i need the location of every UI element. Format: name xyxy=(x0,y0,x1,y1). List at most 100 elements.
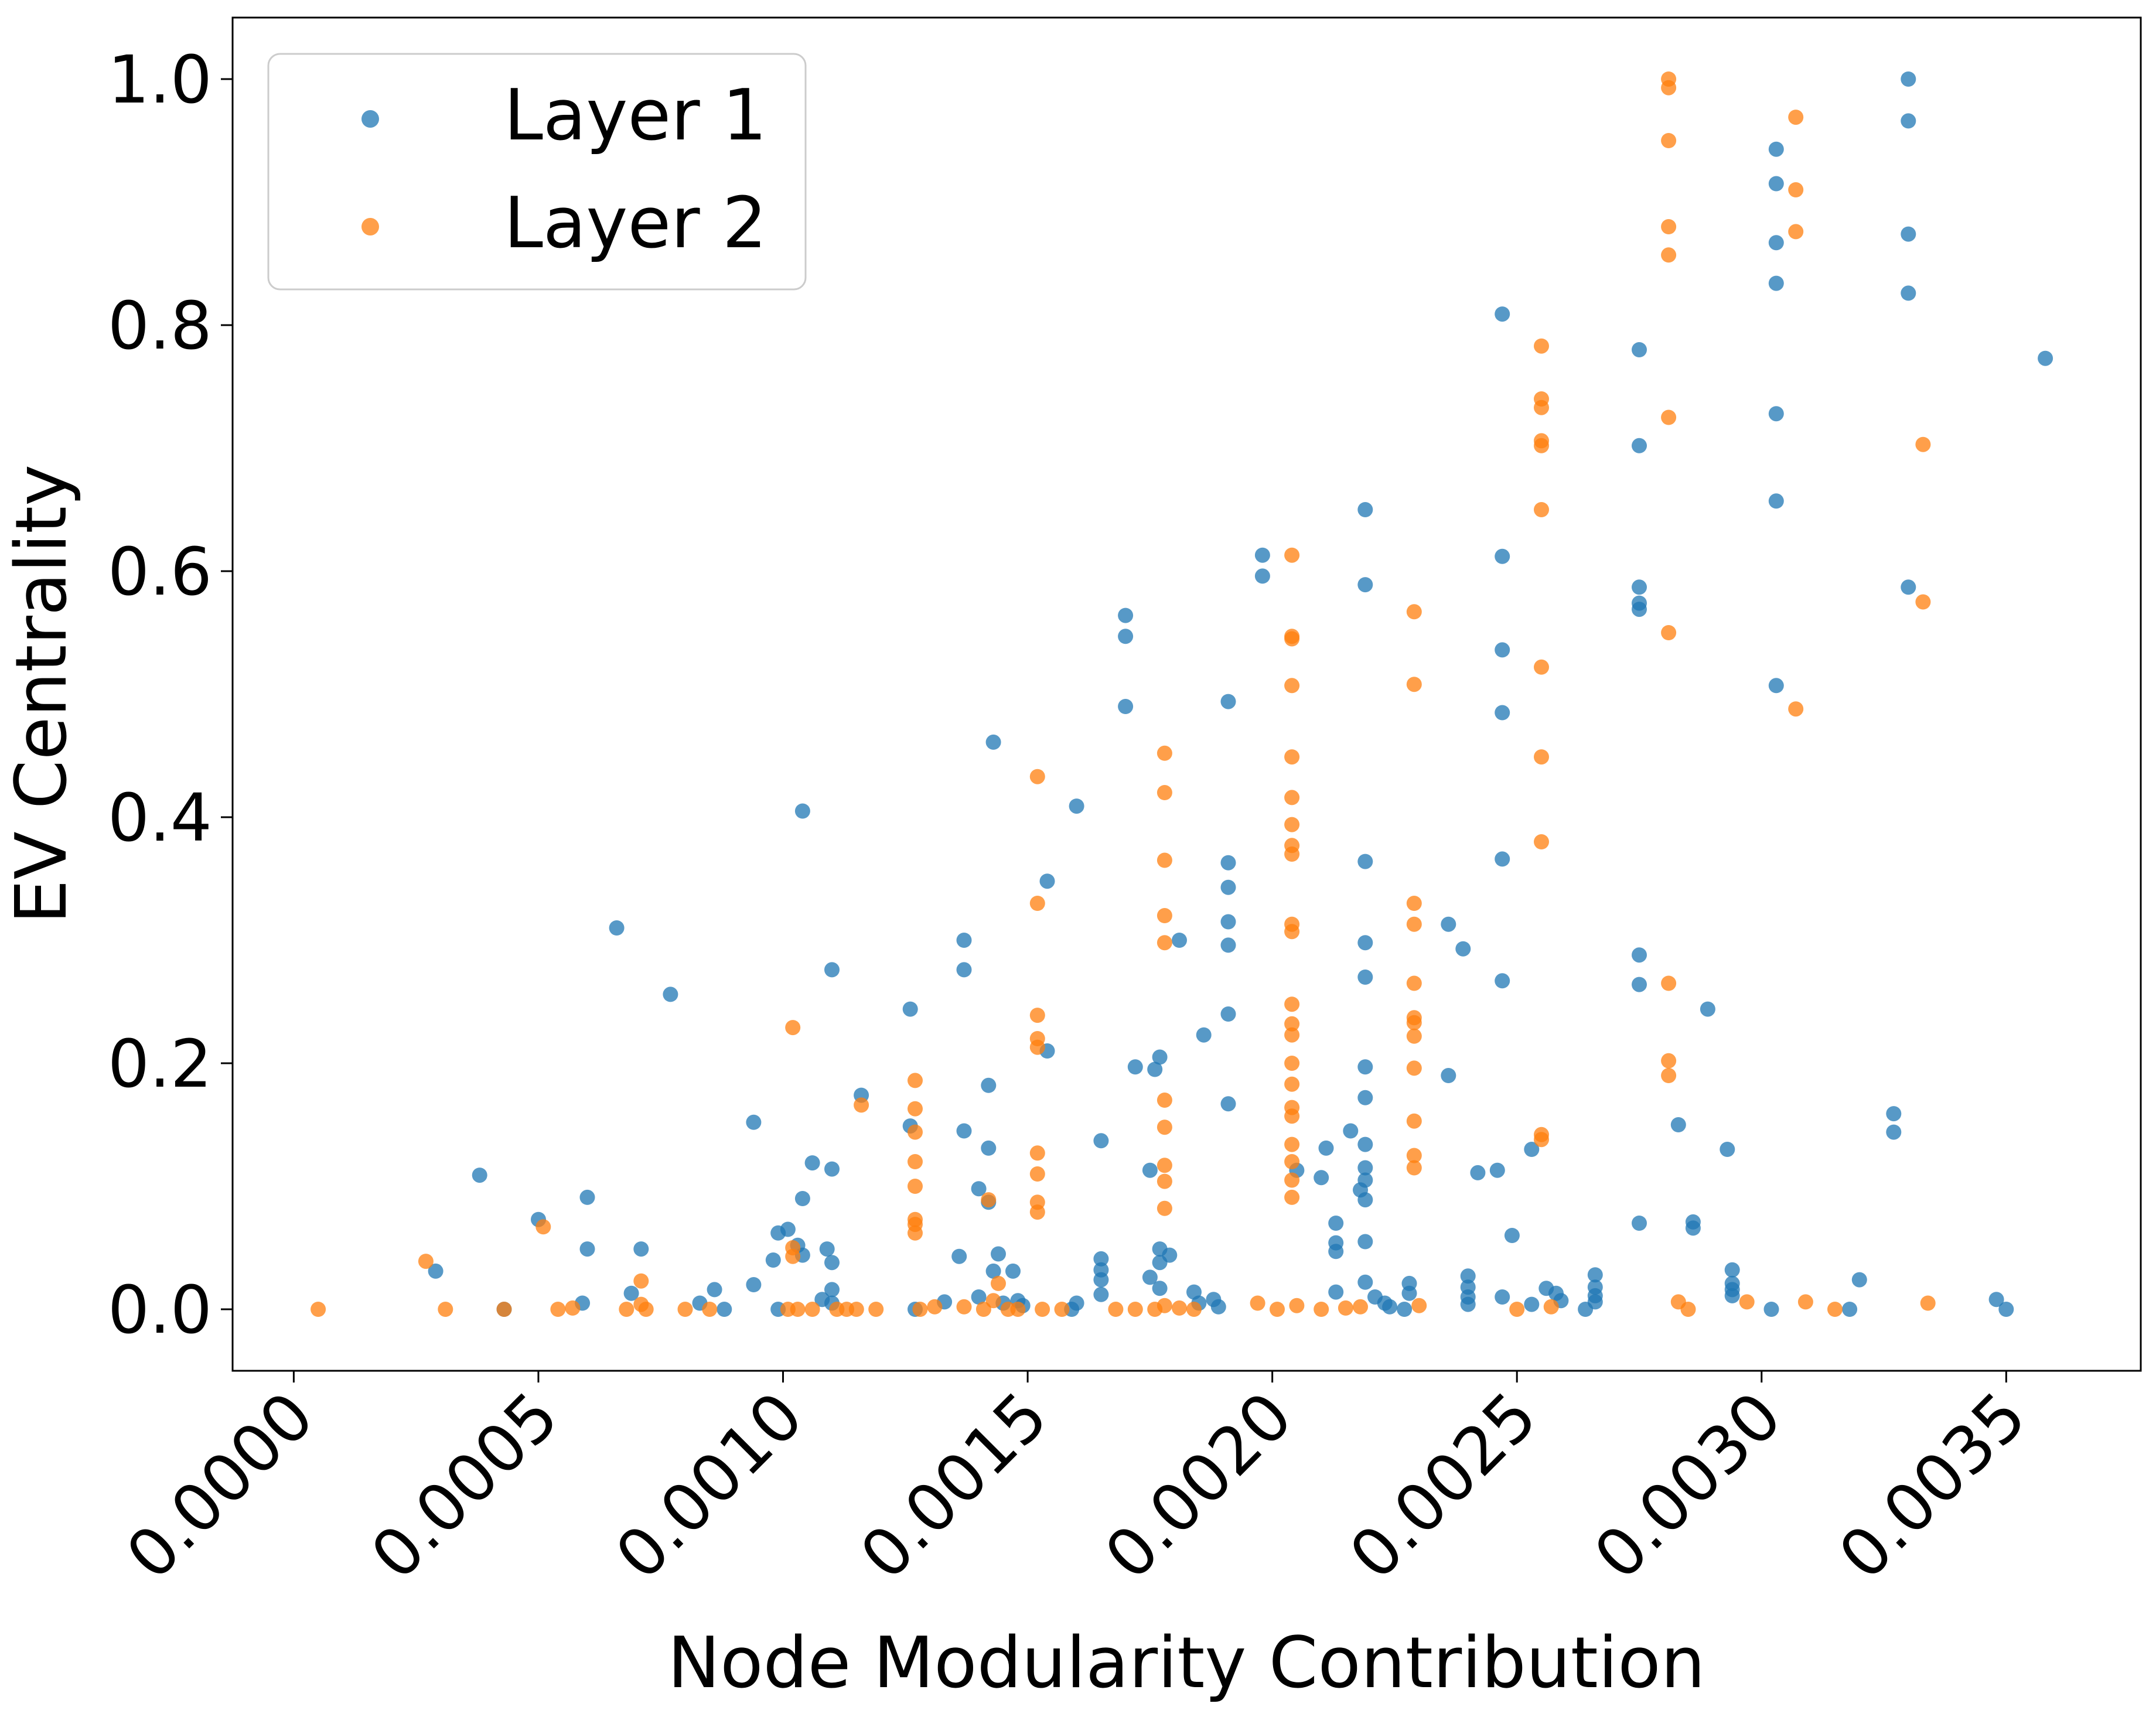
data-point xyxy=(902,1001,918,1017)
data-point xyxy=(1284,1016,1300,1032)
data-point xyxy=(1284,678,1300,694)
data-point xyxy=(785,1248,801,1264)
data-point xyxy=(1632,947,1647,963)
data-point xyxy=(1495,1289,1510,1305)
data-point xyxy=(1284,1108,1300,1124)
data-point xyxy=(1318,1140,1334,1156)
data-point xyxy=(1670,1117,1686,1132)
data-point xyxy=(824,1282,840,1298)
data-point xyxy=(1763,1302,1779,1317)
data-point xyxy=(1524,1296,1540,1312)
legend-label-layer-2: Layer 2 xyxy=(504,183,767,264)
data-point xyxy=(1127,1059,1143,1075)
data-point xyxy=(550,1302,566,1317)
legend-marker-layer-2 xyxy=(361,218,379,235)
data-point xyxy=(1915,436,1931,452)
data-point xyxy=(1284,547,1300,563)
data-point xyxy=(1186,1302,1202,1317)
data-point xyxy=(1284,1136,1300,1152)
data-point xyxy=(1998,1302,2014,1317)
data-point xyxy=(1142,1162,1158,1178)
data-point xyxy=(1661,80,1677,95)
data-point xyxy=(1406,916,1422,932)
data-point xyxy=(1157,1158,1172,1173)
data-point xyxy=(1196,1027,1212,1043)
data-point xyxy=(1357,1172,1373,1188)
data-point xyxy=(824,1161,840,1177)
data-point xyxy=(707,1282,722,1298)
data-point xyxy=(1220,694,1236,709)
data-point xyxy=(956,1123,972,1139)
data-point xyxy=(1029,1039,1045,1055)
data-point xyxy=(1534,338,1549,354)
data-point xyxy=(1382,1299,1398,1315)
data-point xyxy=(1534,659,1549,675)
data-point xyxy=(1172,1300,1187,1316)
data-point xyxy=(1357,1160,1373,1176)
data-point xyxy=(908,1179,923,1194)
data-point xyxy=(1338,1300,1353,1316)
data-point xyxy=(1768,678,1784,694)
data-point xyxy=(985,734,1001,750)
data-point xyxy=(1441,916,1456,932)
data-point xyxy=(1401,1285,1417,1301)
data-point xyxy=(1142,1269,1158,1285)
data-point xyxy=(1314,1302,1329,1317)
data-point xyxy=(956,962,972,978)
data-point xyxy=(1343,1123,1359,1139)
data-point xyxy=(1661,1053,1677,1069)
data-point xyxy=(702,1302,718,1317)
data-point xyxy=(1254,547,1270,563)
data-point xyxy=(1534,400,1549,415)
data-point xyxy=(1147,1061,1163,1077)
data-point xyxy=(1661,247,1677,263)
data-point xyxy=(1157,745,1172,761)
data-point xyxy=(1920,1295,1936,1311)
data-point xyxy=(1284,749,1300,765)
data-point xyxy=(1357,1274,1373,1290)
data-point xyxy=(1901,226,1916,242)
data-point xyxy=(633,1241,649,1257)
data-point xyxy=(1901,113,1916,129)
data-point xyxy=(912,1302,928,1317)
data-point xyxy=(1768,493,1784,509)
data-point xyxy=(1220,879,1236,895)
data-point xyxy=(1504,1228,1520,1243)
data-point xyxy=(1632,342,1647,357)
data-point xyxy=(1157,1173,1172,1189)
data-point xyxy=(1093,1133,1109,1149)
data-point xyxy=(780,1221,796,1237)
data-point xyxy=(1029,1166,1045,1182)
data-point xyxy=(1029,896,1045,911)
data-point xyxy=(496,1302,512,1317)
data-point xyxy=(1406,1028,1422,1044)
data-point xyxy=(1254,568,1270,584)
data-point xyxy=(785,1020,801,1036)
data-point xyxy=(908,1154,923,1169)
data-point xyxy=(1768,141,1784,157)
y-tick-label: 0.2 xyxy=(108,1026,212,1102)
data-point xyxy=(579,1189,595,1205)
data-point xyxy=(1788,182,1804,197)
data-point xyxy=(1495,973,1510,989)
data-point xyxy=(1661,409,1677,425)
data-point xyxy=(1270,1302,1285,1317)
data-point xyxy=(1357,1136,1373,1152)
data-point xyxy=(1534,438,1549,453)
data-point xyxy=(1284,1189,1300,1205)
data-point xyxy=(1157,1298,1172,1313)
data-point xyxy=(1406,1060,1422,1076)
data-point xyxy=(1289,1298,1305,1313)
data-point xyxy=(579,1241,595,1257)
data-point xyxy=(1328,1216,1344,1231)
data-point xyxy=(1157,1093,1172,1108)
data-point xyxy=(619,1302,634,1317)
data-point xyxy=(1700,1001,1715,1017)
data-point xyxy=(765,1252,781,1268)
data-point xyxy=(1010,1302,1026,1317)
data-point xyxy=(804,1302,820,1317)
data-point xyxy=(1534,1132,1549,1148)
data-point xyxy=(1534,834,1549,849)
data-point xyxy=(1284,846,1300,862)
